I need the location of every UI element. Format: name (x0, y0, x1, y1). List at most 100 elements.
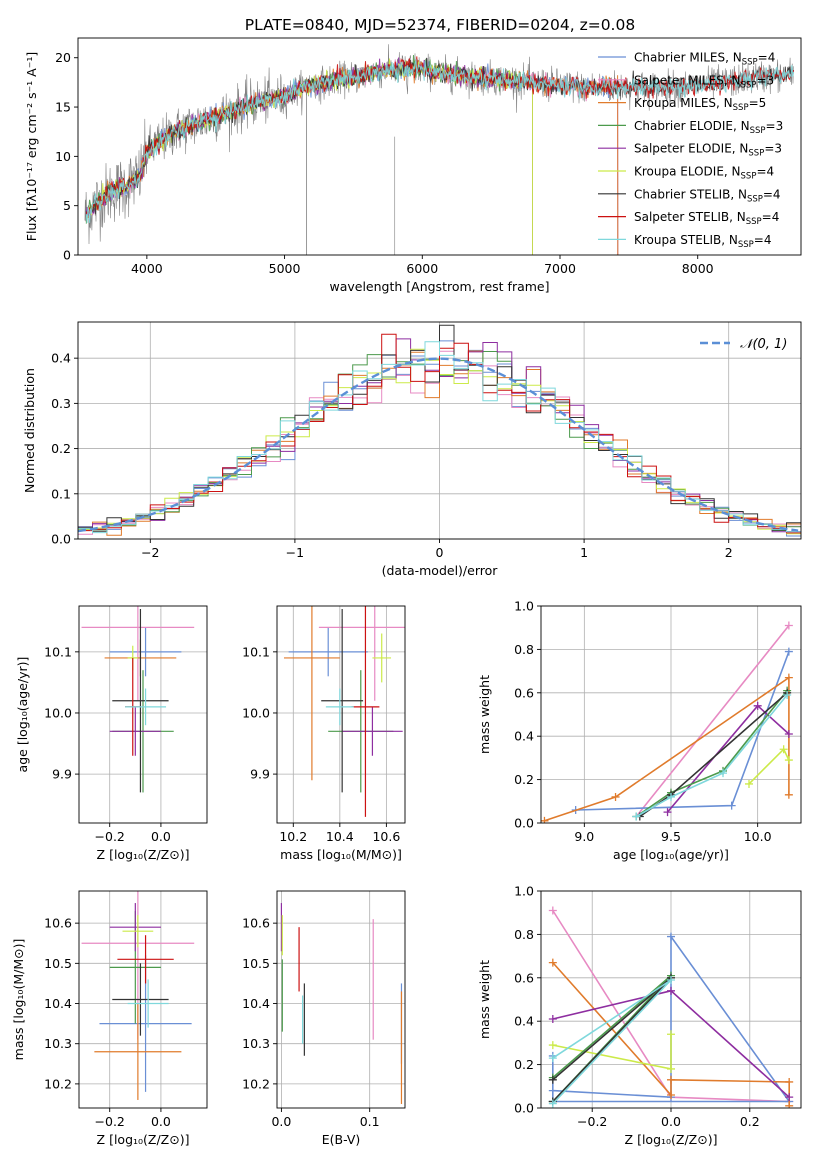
x-axis-label: mass [log₁₀(M/M⊙)] (280, 847, 402, 862)
tick-label-y: 10.5 (242, 956, 270, 971)
plot-area-age-vs-Z (81, 606, 195, 793)
weight-marker (663, 808, 672, 817)
plot-area-mass-vs-EBV (280, 903, 403, 1104)
model-spectrum (85, 59, 795, 223)
weight-marker (667, 1064, 675, 1073)
weight-marker (785, 1093, 794, 1102)
weight-line (635, 625, 790, 817)
legend-entry: Salpeter ELODIE, NSSP=3 (634, 142, 782, 159)
plot-area-mass-weight-vs-Z (548, 906, 794, 1108)
tick-label-y: 0.0 (514, 816, 534, 831)
y-axis-label: age [log₁₀(age/yr)] (15, 657, 30, 773)
weight-line (666, 704, 790, 813)
tick-label-x: −0.2 (577, 1114, 607, 1129)
tick-label-x: 1 (580, 545, 588, 560)
axes-frame (77, 37, 802, 256)
weight-marker (667, 1075, 675, 1084)
tick-label-x: −1 (286, 545, 304, 560)
errorbar-point (117, 935, 174, 984)
axes-frame (276, 605, 406, 824)
errorbar-point (127, 979, 169, 1028)
tick-label-x: 0 (436, 545, 444, 560)
tick-label-x: 0.0 (271, 1114, 291, 1129)
plot-area-mass-weight-vs-age (541, 621, 793, 823)
weight-marker (667, 1090, 675, 1099)
legend-entry: Kroupa MILES, NSSP=5 (634, 96, 766, 113)
tick-label-y: 15 (55, 100, 71, 115)
tick-label-y: 10.1 (44, 644, 72, 659)
axes-mass-vs-Z: −0.2 0.0 10.2 10.3 10.4 10.5 10.6 Z [log₁₀(Z/Z⊙… (11, 890, 208, 1147)
x-axis-label: Z [log₁₀(Z/Z⊙)] (625, 1132, 718, 1147)
tick-label-y: 0 (63, 248, 71, 263)
weight-marker (548, 1075, 557, 1084)
tick-label-y: 10.0 (242, 705, 270, 720)
y-axis-label: Normed distribution (22, 368, 37, 493)
errorbar-point (109, 706, 161, 756)
legend: Chabrier MILES, NSSP=4 Salpeter MILES, NS… (598, 51, 783, 250)
plot-area-age-vs-mass (283, 606, 405, 817)
tick-label-y: 10.2 (242, 1076, 270, 1091)
errorbar-point (109, 903, 161, 952)
tick-label-x: 0.2 (740, 1114, 760, 1129)
tick-label-y: 9.9 (52, 767, 72, 782)
errorbar-point (283, 606, 340, 781)
legend-entry: Chabrier MILES, NSSP=4 (634, 51, 775, 68)
legend-entry: Chabrier ELODIE, NSSP=3 (634, 119, 783, 136)
weight-marker (548, 1041, 557, 1050)
tick-label-y: 10.6 (44, 916, 72, 931)
tick-label-y: 10.6 (242, 916, 270, 931)
weight-marker (784, 730, 793, 739)
weight-marker (784, 756, 793, 765)
tick-label-y: 9.9 (250, 767, 270, 782)
weight-marker (784, 647, 793, 656)
weight-marker (727, 801, 736, 810)
tick-label-x: 5000 (269, 261, 301, 276)
errorbar-point (109, 627, 182, 677)
errorbar-point (342, 706, 403, 756)
errorbar-point (321, 609, 364, 793)
axes-age-vs-mass: 10.2 10.4 10.6 9.9 10.0 10.1 mass [log₁₀(M/M⊙)… (242, 605, 406, 862)
tick-label-y: 0.8 (514, 927, 534, 942)
tick-label-y: 0.1 (51, 486, 71, 501)
legend-entry: Salpeter MILES, NSSP=3 (634, 73, 774, 90)
tick-label-y: 0.2 (514, 1057, 534, 1072)
tick-label-x: 9.5 (661, 829, 681, 844)
tick-label-y: 0.4 (514, 1014, 534, 1029)
tick-label-y: 0.4 (51, 351, 71, 366)
errorbar-point (325, 688, 354, 726)
residual-histogram (78, 333, 801, 534)
weight-marker (548, 958, 557, 967)
tick-label-y: 0.8 (514, 642, 534, 657)
tick-label-x: 2 (725, 545, 733, 560)
tick-label-y: 0.6 (514, 970, 534, 985)
legend-entry: Chabrier STELIB, NSSP=4 (634, 187, 781, 204)
tick-label-x: 8000 (682, 261, 714, 276)
axes-age-vs-Z: −0.2 0.0 9.9 10.0 10.1 Z [log₁₀(Z/Z⊙)] age [lo… (15, 605, 208, 862)
weight-marker (784, 621, 793, 630)
tick-label-y: 10.5 (44, 956, 72, 971)
tick-label-y: 0.4 (514, 729, 534, 744)
tick-label-x: 0.0 (151, 1114, 171, 1129)
errorbar-point (288, 627, 368, 677)
tick-label-x: 4000 (131, 261, 163, 276)
weight-marker (785, 1101, 794, 1108)
errorbar-point (125, 688, 167, 726)
weight-marker (784, 673, 793, 682)
x-axis-label: Z [log₁₀(Z/Z⊙)] (97, 847, 190, 862)
weight-marker (667, 975, 675, 984)
tick-label-y: 10 (55, 149, 71, 164)
y-axis-label: mass [log₁₀(M/M⊙)] (11, 939, 26, 1061)
tick-label-y: 0.3 (51, 396, 71, 411)
tick-label-x: 0.0 (661, 1114, 681, 1129)
tick-label-x: 10.6 (372, 829, 400, 844)
legend-entry: Salpeter STELIB, NSSP=4 (634, 210, 779, 227)
axes-residuals: −2 −1 0 1 2 0.0 0.1 0.2 0.3 0.4 (data-model)/error… (22, 321, 802, 578)
legend-entry: Kroupa STELIB, NSSP=4 (634, 233, 772, 250)
axes-frame (276, 890, 406, 1109)
tick-label-x: 10.2 (279, 829, 307, 844)
errorbar-point (372, 633, 392, 683)
weight-marker (611, 792, 620, 801)
normal-curve (78, 357, 799, 533)
errorbar-point (112, 963, 169, 1036)
y-axis-label: mass weight (477, 960, 492, 1039)
